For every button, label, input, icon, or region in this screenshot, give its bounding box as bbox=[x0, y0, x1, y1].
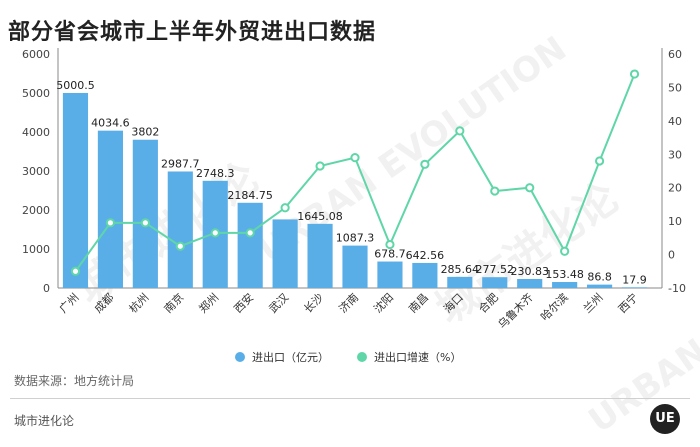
right-tick-label: 30 bbox=[668, 148, 682, 161]
category-label: 广州 bbox=[57, 291, 82, 316]
left-tick-label: 1000 bbox=[22, 243, 50, 256]
growth-point bbox=[140, 218, 150, 228]
right-tick-label: 50 bbox=[668, 81, 682, 94]
bar-value-label: 1087.3 bbox=[336, 232, 375, 245]
source-note: 数据来源：地方统计局 bbox=[14, 374, 135, 388]
bar bbox=[377, 261, 403, 288]
bar bbox=[307, 223, 333, 288]
growth-point bbox=[525, 183, 535, 193]
growth-point bbox=[385, 239, 395, 250]
growth-point bbox=[210, 228, 220, 238]
bar-value-label: 3802 bbox=[131, 126, 159, 139]
growth-point bbox=[70, 266, 81, 276]
growth-point bbox=[629, 69, 640, 79]
footer-brand: 城市进化论 bbox=[14, 414, 75, 428]
category-label: 合肥 bbox=[475, 290, 500, 315]
bar bbox=[482, 277, 508, 288]
bar-value-label: 277.52 bbox=[476, 263, 515, 276]
growth-point bbox=[105, 218, 116, 228]
category-label: 济南 bbox=[336, 290, 361, 315]
bar bbox=[62, 92, 89, 288]
left-tick-label: 4000 bbox=[22, 126, 50, 139]
bar bbox=[167, 171, 193, 288]
category-label: 兰州 bbox=[581, 291, 606, 316]
category-label: 武汉 bbox=[266, 291, 291, 316]
right-tick-label: -10 bbox=[668, 282, 686, 295]
legend-line-swatch bbox=[357, 352, 367, 362]
legend-bar-label: 进出口（亿元） bbox=[252, 350, 329, 364]
growth-point bbox=[280, 203, 290, 213]
growth-point bbox=[490, 186, 500, 196]
bar bbox=[621, 287, 648, 288]
bar bbox=[517, 278, 543, 288]
bar-value-label: 153.48 bbox=[545, 268, 584, 281]
bar bbox=[97, 130, 123, 288]
bar bbox=[552, 282, 578, 288]
category-label: 成都 bbox=[92, 291, 117, 316]
legend-bar-swatch bbox=[235, 352, 245, 362]
category-label: 沈阳 bbox=[371, 290, 396, 315]
bar-value-label: 678.7 bbox=[374, 248, 406, 261]
bar-value-label: 17.9 bbox=[622, 273, 647, 286]
category-label: 哈尔滨 bbox=[538, 290, 571, 323]
bar-value-label: 4034.6 bbox=[91, 117, 130, 130]
left-tick-label: 2000 bbox=[22, 204, 50, 217]
category-label: 长沙 bbox=[301, 291, 326, 316]
right-tick-label: 40 bbox=[668, 115, 682, 128]
growth-point bbox=[455, 126, 465, 136]
growth-point bbox=[594, 156, 605, 166]
bar-value-label: 5000.5 bbox=[56, 79, 95, 92]
growth-point bbox=[245, 228, 255, 238]
bar-value-label: 2184.75 bbox=[227, 189, 273, 202]
bar bbox=[132, 139, 158, 288]
growth-point bbox=[350, 153, 360, 163]
divider bbox=[10, 398, 690, 399]
bar-value-label: 2987.7 bbox=[161, 157, 200, 170]
growth-point bbox=[315, 161, 325, 171]
bar bbox=[272, 219, 298, 288]
category-label: 西宁 bbox=[615, 290, 640, 315]
category-label: 乌鲁木齐 bbox=[495, 290, 536, 331]
category-label: 南京 bbox=[161, 290, 186, 315]
right-tick-label: 20 bbox=[668, 182, 682, 195]
right-tick-label: 0 bbox=[668, 249, 675, 262]
bar-value-label: 1645.08 bbox=[297, 210, 343, 223]
left-tick-label: 0 bbox=[43, 282, 50, 295]
growth-point bbox=[175, 241, 185, 251]
bar bbox=[447, 276, 473, 288]
right-tick-label: 60 bbox=[668, 48, 682, 61]
category-label: 海口 bbox=[440, 290, 465, 315]
growth-point bbox=[420, 159, 430, 169]
logo-icon: UE bbox=[650, 404, 680, 434]
category-label: 杭州 bbox=[126, 290, 151, 315]
bar-value-label: 230.83 bbox=[510, 265, 549, 278]
bar-value-label: 642.56 bbox=[406, 249, 445, 262]
category-label: 郑州 bbox=[196, 290, 221, 315]
category-label: 西安 bbox=[231, 290, 256, 315]
bar bbox=[342, 245, 368, 288]
left-tick-label: 3000 bbox=[22, 165, 50, 178]
left-tick-label: 6000 bbox=[22, 48, 50, 61]
category-label: 南昌 bbox=[406, 291, 431, 316]
right-tick-label: 10 bbox=[668, 215, 682, 228]
chart-title: 部分省会城市上半年外贸进出口数据 bbox=[8, 20, 377, 45]
bar bbox=[587, 284, 613, 288]
legend-line-label: 进出口增速（%） bbox=[374, 350, 461, 364]
bar bbox=[237, 202, 263, 288]
growth-point bbox=[560, 246, 570, 256]
chart: 0 1000 2000 3000 4000 5000 6000 -10 0 10 20 30 40 50 6… bbox=[22, 48, 686, 364]
bar-value-label: 285.64 bbox=[441, 263, 480, 276]
left-tick-label: 5000 bbox=[22, 87, 50, 100]
bar bbox=[412, 262, 438, 288]
bar-value-label: 86.8 bbox=[587, 271, 612, 284]
bar-value-label: 2748.3 bbox=[196, 167, 235, 180]
